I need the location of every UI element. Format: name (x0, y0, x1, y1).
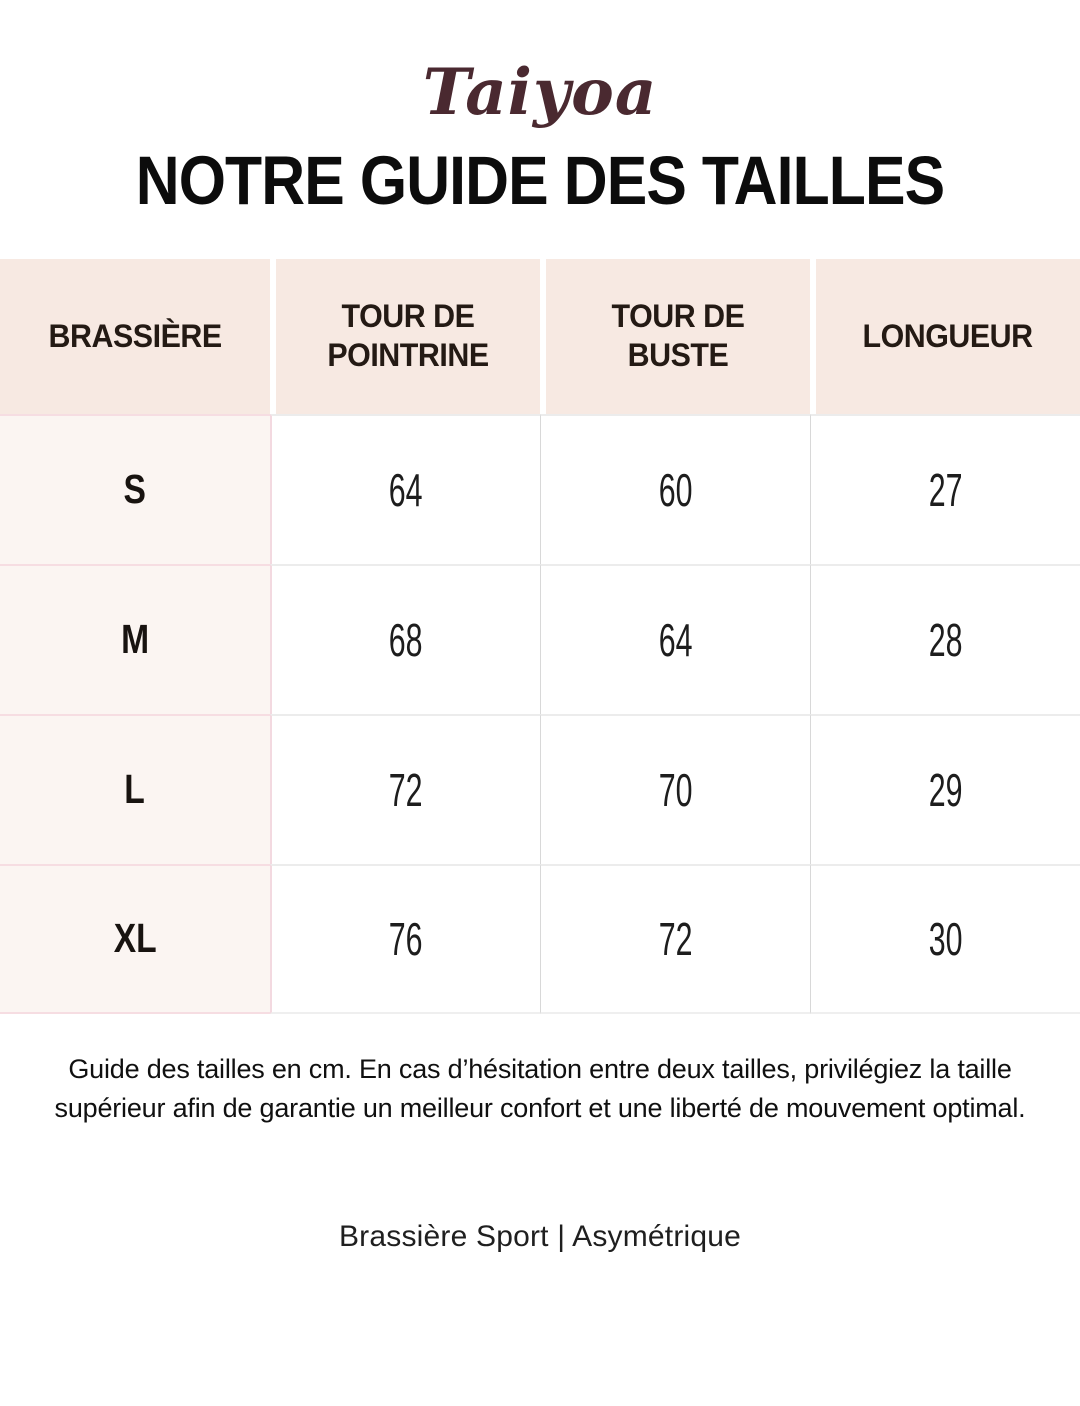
value-text: 76 (389, 912, 423, 965)
value-cell: 72 (270, 713, 540, 864)
value-text: 28 (928, 613, 963, 666)
value-text: 64 (389, 463, 423, 516)
header-label: TOUR DE BUSTE (611, 298, 745, 374)
size-label: M (120, 616, 150, 663)
size-table: BRASSIÈRE TOUR DE POINTRINE TOUR DE BUST… (0, 258, 1080, 1014)
size-label: L (124, 766, 146, 813)
size-guide-page: Taiyoa NOTRE GUIDE DES TAILLES BRASSIÈRE… (0, 56, 1080, 1406)
size-cell: S (0, 413, 270, 564)
table-row: S 64 60 27 (0, 413, 1080, 564)
value-text: 70 (658, 763, 693, 816)
header-label: LONGUEUR (862, 317, 1034, 354)
value-cell: 28 (810, 563, 1080, 714)
header-cell-brassiere: BRASSIÈRE (0, 258, 270, 414)
product-caption: Brassière Sport | Asymétrique (338, 1219, 742, 1253)
value-cell: 29 (810, 713, 1080, 864)
header-cell-tour-de-buste: TOUR DE BUSTE (540, 258, 810, 414)
header-cell-tour-de-poitrine: TOUR DE POINTRINE (270, 258, 540, 414)
value-cell: 64 (270, 413, 540, 564)
value-cell: 64 (540, 563, 810, 714)
header-label: TOUR DE POINTRINE (327, 298, 489, 374)
value-cell: 76 (270, 863, 540, 1014)
table-row: M 68 64 28 (0, 563, 1080, 714)
value-cell: 27 (810, 413, 1080, 564)
value-text: 60 (658, 463, 693, 516)
brand-logo: Taiyoa (422, 55, 658, 130)
value-text: 29 (928, 763, 963, 816)
size-cell: L (0, 713, 270, 864)
size-cell: M (0, 563, 270, 714)
header-label: BRASSIÈRE (48, 317, 222, 354)
table-body: S 64 60 27 M 68 64 28 L 72 70 29 XL 76 72 30 (0, 413, 1080, 1014)
value-cell: 68 (270, 563, 540, 714)
value-text: 72 (658, 912, 693, 965)
header-cell-longueur: LONGUEUR (810, 258, 1080, 414)
value-cell: 30 (810, 863, 1080, 1014)
value-cell: 60 (540, 413, 810, 564)
table-row: XL 76 72 30 (0, 863, 1080, 1014)
size-cell: XL (0, 863, 270, 1014)
size-label: XL (113, 915, 157, 962)
value-text: 72 (389, 763, 423, 816)
value-text: 68 (389, 613, 423, 666)
value-cell: 72 (540, 863, 810, 1014)
size-label: S (123, 466, 147, 513)
value-text: 30 (928, 912, 963, 965)
table-row: L 72 70 29 (0, 713, 1080, 864)
size-note: Guide des tailles en cm. En cas d’hésita… (54, 1053, 1026, 1123)
table-header-row: BRASSIÈRE TOUR DE POINTRINE TOUR DE BUST… (0, 258, 1080, 414)
value-text: 64 (658, 613, 693, 666)
page-title: NOTRE GUIDE DES TAILLES (135, 141, 945, 219)
value-text: 27 (928, 463, 963, 516)
value-cell: 70 (540, 713, 810, 864)
